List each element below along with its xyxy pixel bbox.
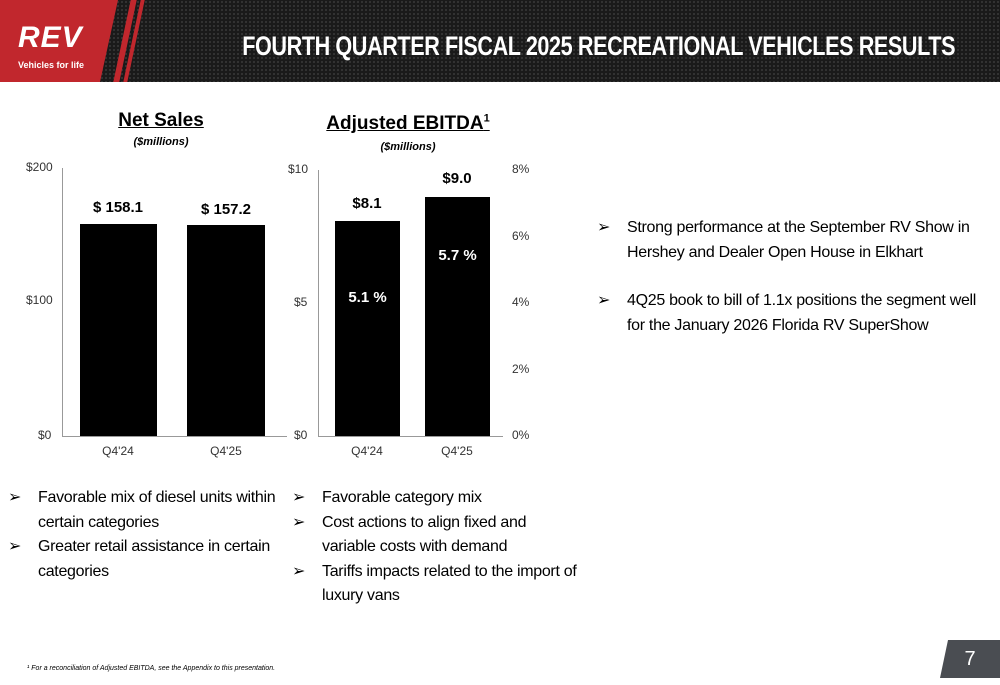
y2-tick: 2% — [512, 362, 530, 376]
y-tick: $5 — [294, 295, 308, 309]
y-tick: $200 — [26, 160, 53, 174]
y2-tick: 8% — [512, 162, 530, 176]
data-label: $9.0 — [442, 170, 472, 187]
x-tick: Q4'24 — [102, 444, 134, 458]
page-title: FOURTH QUARTER FISCAL 2025 RECREATIONAL … — [242, 31, 955, 61]
margin-label: 5.1 % — [348, 289, 387, 306]
arrow-bullet-icon: ➢ — [8, 489, 22, 506]
footnote: ¹ For a reconciliation of Adjusted EBITD… — [27, 665, 276, 672]
data-label: $ 158.1 — [92, 199, 144, 216]
y-tick: $10 — [288, 162, 309, 176]
x-tick: Q4'25 — [441, 444, 473, 458]
net-sales-title: Net Sales — [118, 110, 204, 131]
net-sales-subtitle: ($millions) — [133, 136, 189, 148]
data-label: $8.1 — [352, 195, 382, 212]
y-axis — [318, 170, 319, 436]
bar-q4-25 — [187, 225, 265, 436]
highlights-bullets: ➢ Strong performance at the September RV … — [597, 216, 982, 338]
bullet-item: ➢ Cost actions to align fixed and variabl… — [292, 511, 577, 560]
bar-q4-25 — [425, 196, 490, 436]
ebitda-bullets: ➢ Favorable category mix ➢ Cost actions to… — [292, 486, 577, 609]
y2-tick: 4% — [512, 295, 530, 309]
bar-q4-24 — [80, 224, 157, 436]
bullet-item: ➢ Favorable mix of diesel units within ce… — [8, 486, 280, 535]
y-axis — [62, 168, 63, 436]
bar-q4-24 — [335, 220, 400, 436]
arrow-bullet-icon: ➢ — [597, 292, 611, 309]
bullet-text: Favorable mix of diesel units within cer… — [38, 489, 276, 531]
net-sales-bullets: ➢ Favorable mix of diesel units within ce… — [8, 486, 280, 584]
bullet-text: Favorable category mix — [322, 489, 482, 506]
x-tick: Q4'25 — [210, 444, 242, 458]
margin-label: 5.7 % — [438, 247, 477, 264]
arrow-bullet-icon: ➢ — [597, 219, 611, 236]
bullet-item: ➢ Greater retail assistance in certain ca… — [8, 535, 280, 584]
bullet-text: Tariffs impacts related to the import of… — [322, 562, 577, 605]
logo-tagline: Vehicles for life — [18, 60, 85, 70]
bullet-item: ➢ Tariffs impacts related to the import o… — [292, 560, 577, 609]
x-axis — [62, 436, 287, 437]
y-tick: $0 — [38, 428, 52, 442]
ebitda-title-text: Adjusted EBITDA — [326, 113, 484, 134]
arrow-bullet-icon: ➢ — [292, 562, 306, 580]
data-label: $ 157.2 — [200, 201, 252, 218]
logo-panel — [0, 0, 118, 82]
page-number: 7 — [940, 640, 1000, 678]
arrow-bullet-icon: ➢ — [8, 538, 22, 555]
footnote-marker: 1 — [483, 112, 490, 125]
bullet-item: ➢ Strong performance at the September RV … — [597, 216, 982, 265]
arrow-bullet-icon: ➢ — [292, 513, 306, 531]
y-tick: $0 — [294, 428, 308, 442]
ebitda-title: Adjusted EBITDA1 — [308, 113, 508, 135]
bullet-text: Greater retail assistance in certain cat… — [38, 538, 270, 580]
bullet-item: ➢ 4Q25 book to bill of 1.1x positions the… — [597, 289, 982, 338]
y2-tick: 0% — [512, 428, 530, 442]
bullet-text: 4Q25 book to bill of 1.1x positions the … — [627, 292, 977, 334]
header-bar: REV Vehicles for life FOURTH QUARTER FIS… — [0, 0, 1000, 82]
y2-tick: 6% — [512, 229, 530, 243]
x-axis — [318, 436, 503, 437]
bullet-text: Strong performance at the September RV S… — [627, 219, 970, 261]
bullet-item: ➢ Favorable category mix — [292, 486, 577, 511]
arrow-bullet-icon: ➢ — [292, 489, 306, 506]
ebitda-subtitle: ($millions) — [380, 141, 436, 153]
x-tick: Q4'24 — [351, 444, 383, 458]
bullet-text: Cost actions to align fixed and variable… — [322, 513, 527, 556]
rev-logo: REV — [18, 21, 83, 54]
y-tick: $100 — [26, 293, 53, 307]
